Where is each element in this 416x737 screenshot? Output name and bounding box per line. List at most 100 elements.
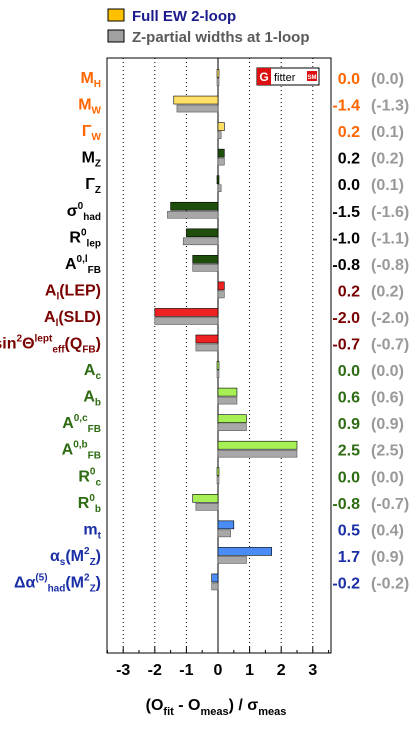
value-partial: (0.1) xyxy=(371,177,404,194)
value-full: 0.9 xyxy=(338,416,360,433)
value-partial: (0.2) xyxy=(371,283,404,300)
row-label: αs(M2Z) xyxy=(50,546,101,568)
row-label: MW xyxy=(78,97,101,117)
value-full: -1.4 xyxy=(332,98,360,115)
row-label: R0lep xyxy=(69,227,101,249)
bar-partial xyxy=(217,184,222,192)
logo-g: G xyxy=(259,70,268,84)
bar-partial xyxy=(195,502,219,511)
bar-partial xyxy=(217,529,231,538)
legend-swatch-1 xyxy=(107,29,125,43)
bar-full xyxy=(216,361,220,370)
bar-full xyxy=(217,148,225,158)
grid xyxy=(122,58,314,653)
value-full: -0.2 xyxy=(332,575,360,592)
value-partial: (-0.2) xyxy=(371,575,409,592)
bar-partial xyxy=(217,157,225,166)
bar-full xyxy=(211,573,219,583)
legend-label-0: Full EW 2-loop xyxy=(132,8,236,25)
bar-full xyxy=(217,547,273,556)
bar-partial xyxy=(154,317,219,325)
row-label: R0c xyxy=(78,466,101,488)
value-partial: (0.0) xyxy=(371,469,404,486)
plot-frame xyxy=(106,57,332,654)
bar-partial xyxy=(216,370,220,378)
value-full: 0.6 xyxy=(338,390,360,407)
x-tick-label: -2 xyxy=(148,662,162,679)
value-full: 0.0 xyxy=(338,177,360,194)
value-partial: (2.5) xyxy=(371,443,404,460)
bar-full xyxy=(186,228,219,238)
value-partial: (0.0) xyxy=(371,71,404,88)
x-tick-label: -3 xyxy=(116,662,130,679)
value-partial: (-0.8) xyxy=(371,257,409,274)
value-full: 1.7 xyxy=(338,549,360,566)
value-full: 0.2 xyxy=(338,151,360,168)
bar-partial xyxy=(217,396,238,405)
value-full: 2.5 xyxy=(338,443,360,460)
row-label: Al(LEP) xyxy=(45,282,101,302)
row-label: MH xyxy=(80,70,101,90)
row-label: ΓW xyxy=(82,123,102,143)
value-partial: (-1.6) xyxy=(371,204,409,221)
value-partial: (0.1) xyxy=(371,124,404,141)
value-full: 0.0 xyxy=(338,469,360,486)
value-partial: (0.6) xyxy=(371,390,404,407)
bar-full xyxy=(170,201,219,211)
row-label: mt xyxy=(83,521,101,541)
row-label: Ac xyxy=(84,362,102,382)
legend-swatch-0 xyxy=(107,8,125,22)
value-labels: 0.0 (0.0) -1.4 (-1.3) 0.2 (0.1) 0.2 (0.2) 0.0 (0.… xyxy=(332,71,409,592)
bar-full xyxy=(192,493,219,503)
row-label: ΓZ xyxy=(85,176,101,196)
value-full: -2.0 xyxy=(332,310,360,327)
bar-full xyxy=(217,387,238,397)
row-label: Al(SLD) xyxy=(44,309,101,329)
bar-full xyxy=(192,255,219,264)
row-label: A0,lFB xyxy=(65,254,101,276)
bar-partial xyxy=(195,343,219,352)
value-full: 0.5 xyxy=(338,522,360,539)
row-label: σ0had xyxy=(67,201,101,223)
value-partial: (0.9) xyxy=(371,416,404,433)
value-partial: (0.4) xyxy=(371,522,404,539)
bar-partial xyxy=(176,104,219,113)
bar-full xyxy=(216,175,220,184)
x-tick-label: 1 xyxy=(245,662,254,679)
logo-sm-box xyxy=(307,71,317,81)
value-full: -1.5 xyxy=(332,204,360,221)
value-partial: (-0.7) xyxy=(371,496,409,513)
bar-partial xyxy=(182,237,219,246)
bar-full xyxy=(217,281,225,291)
legend-label-1: Z-partial widths at 1-loop xyxy=(132,29,310,46)
bar-full xyxy=(195,334,219,344)
value-full: 0.2 xyxy=(338,283,360,300)
bar-full xyxy=(217,440,298,450)
legend: Full EW 2-loop Z-partial widths at 1-loop xyxy=(107,8,310,46)
bar-full xyxy=(154,308,219,317)
row-label: Δα(5)had(M2Z) xyxy=(14,572,101,594)
value-partial: (-1.1) xyxy=(371,230,409,247)
bar-full xyxy=(217,122,225,131)
value-partial: (0.0) xyxy=(371,363,404,380)
x-tick-label: 0 xyxy=(214,662,223,679)
x-axis: -3 -2 -1 0 1 2 3 xyxy=(106,647,330,679)
bar-partial xyxy=(216,476,220,485)
bar-partial xyxy=(217,423,247,431)
bar-partial xyxy=(217,290,225,299)
row-label: A0,cFB xyxy=(62,413,101,435)
value-partial: (0.2) xyxy=(371,151,404,168)
bar-partial xyxy=(217,556,247,564)
bar-full xyxy=(173,95,219,105)
value-full: -0.8 xyxy=(332,257,360,274)
bar-partial xyxy=(211,582,219,591)
logo-g-box xyxy=(257,68,271,85)
bar-partial xyxy=(217,131,222,139)
bar-partial xyxy=(167,210,219,219)
bar-full xyxy=(217,520,235,530)
x-tick-label: 3 xyxy=(308,662,317,679)
bar-full xyxy=(217,414,247,423)
row-label: sin2Θlepteff(QFB) xyxy=(0,334,101,356)
bar-partial xyxy=(217,449,298,458)
